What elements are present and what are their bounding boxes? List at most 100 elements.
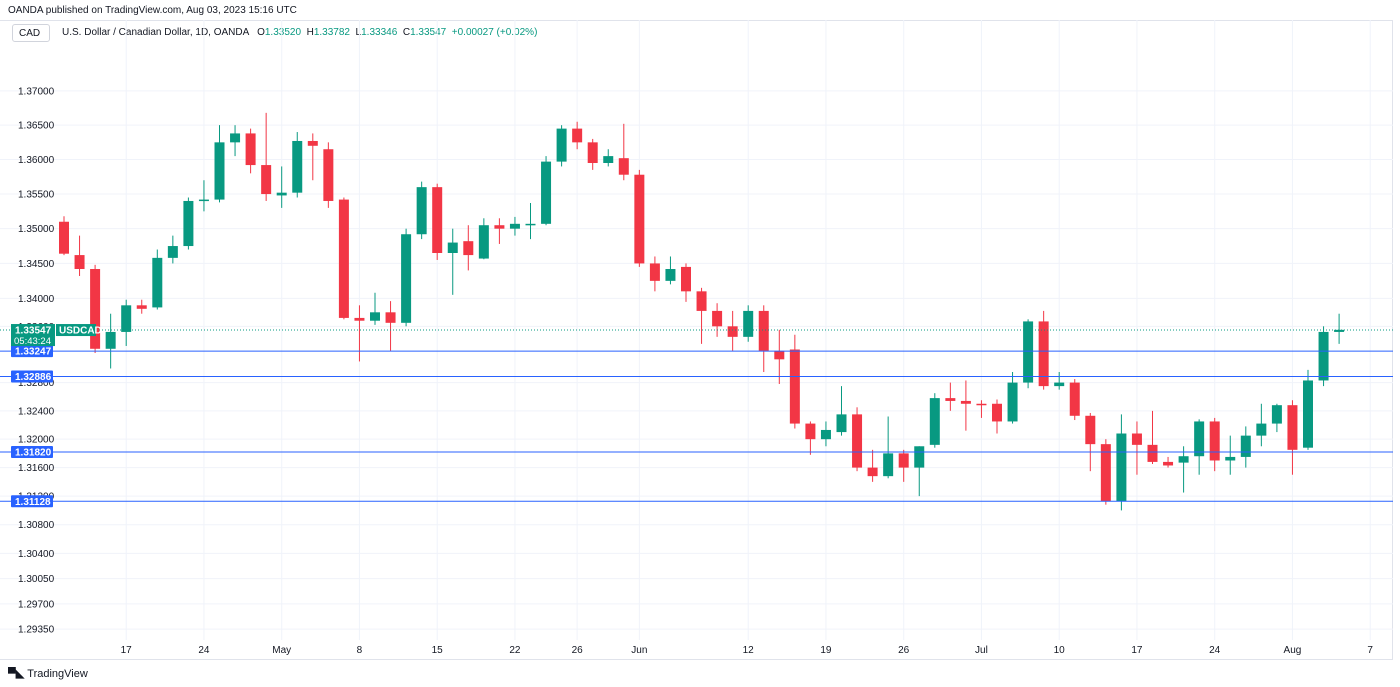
tradingview-logo[interactable]: ▀◣ TradingView [8, 667, 88, 680]
candle-up [1240, 435, 1251, 457]
candle-down [1038, 321, 1049, 387]
candle-down [354, 317, 365, 321]
x-tick-label: 24 [1209, 645, 1221, 656]
candle-down [323, 149, 334, 201]
candle-up [230, 133, 241, 143]
candle-up [121, 305, 132, 332]
last-price-value: 1.33547 [15, 326, 52, 337]
candle-up [401, 234, 412, 323]
candle-up [1116, 433, 1127, 502]
candle-down [1287, 405, 1298, 450]
candle-up [447, 242, 458, 253]
candle-down [385, 312, 396, 323]
candle-down [1100, 444, 1111, 502]
candle-up [525, 223, 536, 226]
legend-low-label: L [355, 27, 362, 38]
chart-pane[interactable] [0, 20, 1393, 660]
x-tick-label: Jul [975, 645, 988, 656]
candle-down [867, 467, 878, 477]
x-tick-label: 26 [898, 645, 910, 656]
candle-up [743, 310, 754, 337]
candle-down [758, 310, 769, 351]
candle-up [105, 331, 116, 349]
legend-open-label: O [257, 27, 265, 38]
candle-up [1303, 380, 1313, 448]
candle-down [992, 403, 1002, 422]
candle-down [1069, 382, 1080, 416]
candle-up [836, 414, 847, 433]
legend-low: 1.33346 [361, 27, 398, 38]
candle-down [59, 221, 69, 254]
candle-down [898, 453, 909, 468]
tradingview-brand: TradingView [27, 668, 88, 680]
candle-down [90, 269, 101, 349]
candle-down [463, 241, 474, 256]
legend-close: 1.33547 [410, 27, 447, 38]
candle-up [152, 257, 163, 308]
candle-up [1225, 456, 1236, 461]
y-tick-label: 1.30400 [18, 549, 55, 560]
candle-down [136, 305, 147, 309]
x-tick-label: 22 [509, 645, 521, 656]
y-tick-label: 1.34500 [18, 259, 55, 270]
candle-down [976, 403, 987, 406]
candle-up [1334, 329, 1345, 332]
legend-high-label: H [306, 27, 314, 38]
candle-up [883, 453, 894, 477]
price-tag-label: 1.31128 [15, 497, 51, 508]
candle-down [74, 255, 85, 270]
price-tag-bg [11, 370, 53, 383]
currency-button[interactable]: CAD [12, 24, 50, 42]
y-tick-label: 1.36000 [18, 155, 55, 166]
x-tick-label: 12 [743, 645, 755, 656]
last-price-tag-bg [11, 324, 55, 347]
candle-up [820, 429, 831, 440]
candle-down [696, 291, 707, 311]
candle-up [292, 140, 303, 193]
candle-down [1209, 421, 1220, 461]
y-tick-label: 1.32000 [18, 435, 55, 446]
candle-down [338, 199, 349, 318]
symbol-legend: U.S. Dollar / Canadian Dollar, 1D, OANDA… [62, 27, 537, 38]
candle-up [1256, 423, 1267, 436]
tradingview-logo-icon: ▀◣ [8, 668, 25, 680]
candle-up [1271, 405, 1282, 424]
price-tag-bg [11, 445, 53, 458]
candle-down [307, 140, 318, 146]
candle-down [1163, 461, 1174, 466]
candle-up [509, 223, 520, 229]
x-tick-label: 15 [432, 645, 444, 656]
x-tick-label: 17 [121, 645, 133, 656]
symbol-tag-bg [56, 324, 96, 337]
x-tick-label: 7 [1367, 645, 1373, 656]
price-tag-label: 1.31820 [15, 447, 52, 458]
candle-down [805, 423, 816, 440]
y-tick-label: 1.34000 [18, 294, 55, 305]
candle-down [1147, 444, 1158, 462]
y-tick-label: 1.32400 [18, 406, 55, 417]
candle-down [261, 165, 272, 195]
legend-close-label: C [402, 27, 411, 38]
price-tag-bg [11, 345, 53, 358]
x-tick-label: 19 [820, 645, 832, 656]
x-tick-label: May [272, 645, 291, 656]
candle-down [945, 398, 956, 401]
y-tick-label: 1.29700 [18, 599, 55, 610]
candle-up [370, 312, 380, 321]
x-tick-label: 26 [572, 645, 584, 656]
candle-down [572, 128, 583, 143]
candle-up [541, 161, 552, 224]
candle-up [214, 142, 225, 200]
candle-down [681, 266, 691, 292]
y-tick-label: 1.36500 [18, 121, 55, 132]
y-tick-label: 1.31600 [18, 463, 55, 474]
publisher-caption: OANDA published on TradingView.com, Aug … [8, 5, 297, 16]
candle-up [183, 200, 194, 247]
price-tag-label: 1.33247 [15, 347, 52, 358]
x-tick-label: 8 [357, 645, 363, 656]
candle-down [634, 174, 645, 264]
legend-open: 1.33520 [264, 27, 302, 38]
candle-up [665, 269, 676, 281]
legend-high: 1.33782 [313, 27, 350, 38]
